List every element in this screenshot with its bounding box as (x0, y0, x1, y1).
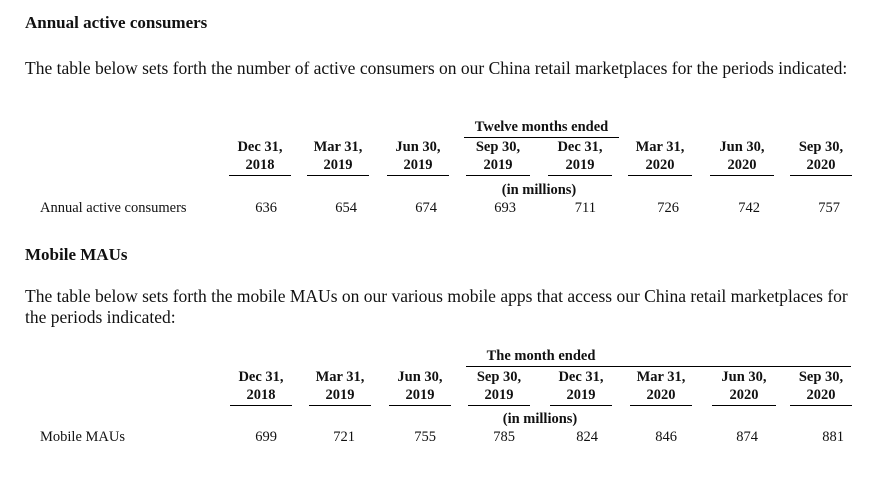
column-header: Mar 31, 2019 (307, 138, 369, 176)
column-header: Jun 30, 2020 (710, 138, 774, 176)
column-header: Jun 30, 2019 (387, 138, 449, 176)
table-unit-label: (in millions) (502, 411, 578, 427)
table-cell-value: 824 (576, 429, 598, 445)
column-header: Sep 30, 2019 (468, 368, 530, 406)
column-header: Mar 31, 2020 (628, 138, 692, 176)
column-header: Sep 30, 2019 (466, 138, 530, 176)
table-cell-value: 654 (335, 200, 357, 216)
table-cell-value: 636 (255, 200, 277, 216)
section-paragraph-annual-active-consumers: The table below sets forth the number of… (25, 58, 848, 78)
table-cell-value: 755 (414, 429, 436, 445)
table-cell-value: 757 (818, 200, 840, 216)
column-header: Mar 31, 2020 (630, 368, 692, 406)
column-header: Jun 30, 2019 (389, 368, 451, 406)
table-cell-value: 726 (657, 200, 679, 216)
table-cell-value: 846 (655, 429, 677, 445)
section-paragraph-mobile-maus: The table below sets forth the mobile MA… (25, 286, 848, 327)
column-header: Jun 30, 2020 (712, 368, 776, 406)
section-heading-annual-active-consumers: Annual active consumers (25, 13, 208, 32)
column-header: Dec 31, 2019 (550, 368, 612, 406)
column-header: Mar 31, 2019 (309, 368, 371, 406)
table-cell-value: 693 (494, 200, 516, 216)
table-cell-value: 674 (415, 200, 437, 216)
table-cell-value: 721 (333, 429, 355, 445)
table-row-label: Mobile MAUs (40, 429, 125, 445)
table-group-header: Twelve months ended (464, 119, 619, 138)
column-header: Dec 31, 2019 (548, 138, 612, 176)
table-cell-value: 874 (736, 429, 758, 445)
table-cell-value: 742 (738, 200, 760, 216)
table-cell-value: 699 (255, 429, 277, 445)
table-unit-label: (in millions) (501, 182, 577, 198)
column-header: Sep 30, 2020 (790, 368, 852, 406)
table-cell-value: 881 (822, 429, 844, 445)
section-heading-mobile-maus: Mobile MAUs (25, 245, 128, 264)
column-header: Sep 30, 2020 (790, 138, 852, 176)
column-header: Dec 31, 2018 (230, 368, 292, 406)
table-group-header: The month ended (466, 348, 851, 367)
table-row-label: Annual active consumers (40, 200, 187, 216)
column-header: Dec 31, 2018 (229, 138, 291, 176)
table-cell-value: 711 (574, 200, 596, 216)
table-cell-value: 785 (493, 429, 515, 445)
